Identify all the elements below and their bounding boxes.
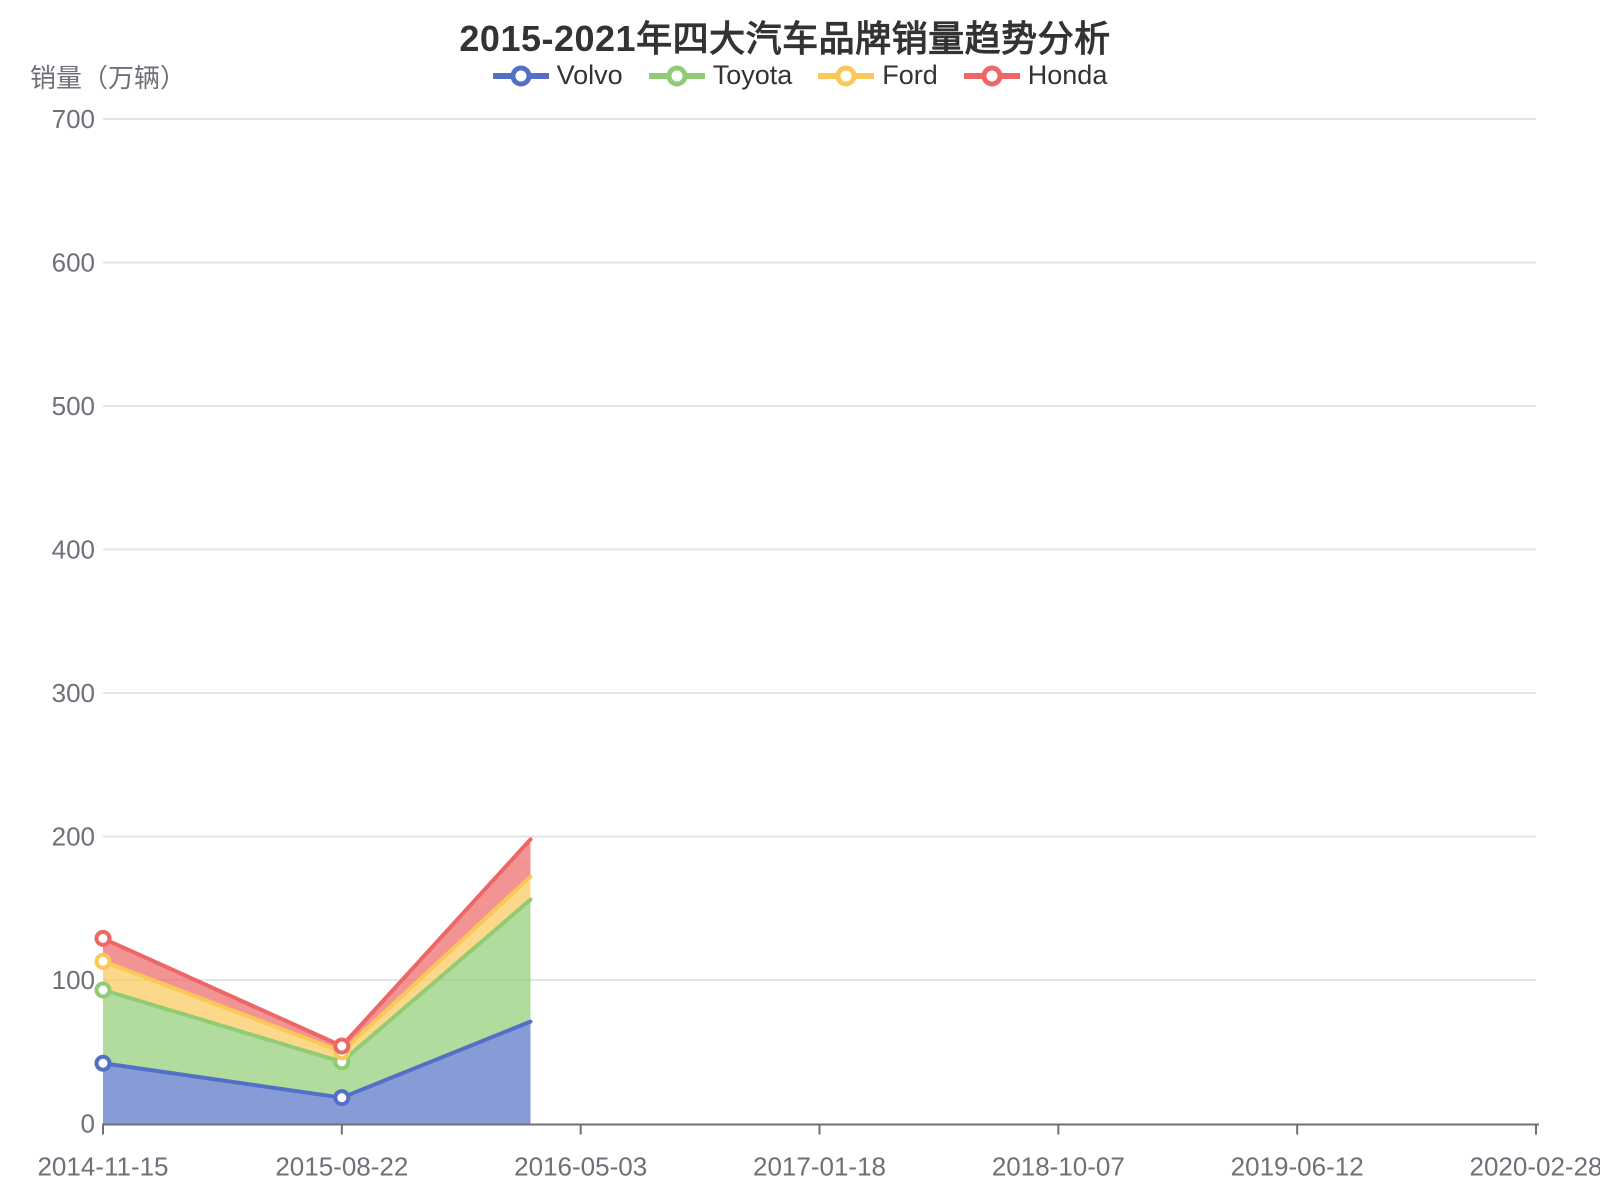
legend-item-ford[interactable]: Ford xyxy=(818,60,938,91)
x-tick-label-2017-01-18: 2017-01-18 xyxy=(753,1152,886,1182)
legend-label: Toyota xyxy=(712,60,793,90)
x-tick-label-2018-10-07: 2018-10-07 xyxy=(992,1152,1125,1182)
x-tick-label-2014-11-15: 2014-11-15 xyxy=(37,1152,168,1182)
legend-label: Ford xyxy=(882,60,938,90)
legend-line-circle-icon xyxy=(963,65,1020,86)
datapoint-volvo-2015-08-22[interactable] xyxy=(333,1089,351,1107)
legend: Volvo Toyota Ford Honda xyxy=(0,60,1600,91)
x-tick-label-2015-08-22: 2015-08-22 xyxy=(275,1152,408,1182)
area-volvo xyxy=(103,1021,531,1124)
y-tick-label-600: 600 xyxy=(52,248,95,278)
y-tick-label-100: 100 xyxy=(52,965,95,995)
area-ford xyxy=(103,876,531,1062)
y-tick-label-400: 400 xyxy=(52,535,95,565)
datapoint-honda-2014-11-15[interactable] xyxy=(94,929,112,947)
legend-line-circle-icon xyxy=(818,65,875,86)
legend-line-circle-icon xyxy=(492,65,549,86)
y-axis-name: 销量（万辆） xyxy=(30,63,187,93)
x-tick-label-2020-02-28: 2020-02-28 xyxy=(1470,1152,1600,1182)
y-tick-label-200: 200 xyxy=(52,822,95,852)
x-tick-label-2016-05-03: 2016-05-03 xyxy=(514,1152,647,1182)
legend-item-honda[interactable]: Honda xyxy=(963,60,1108,91)
y-tick-label-500: 500 xyxy=(52,391,95,421)
area-toyota xyxy=(103,899,531,1098)
area-honda xyxy=(103,839,531,1052)
datapoint-honda-2015-08-22[interactable] xyxy=(333,1037,351,1055)
y-tick-label-0: 0 xyxy=(81,1109,95,1139)
y-tick-label-300: 300 xyxy=(52,678,95,708)
legend-line-circle-icon xyxy=(648,65,705,86)
legend-label: Volvo xyxy=(556,60,623,90)
legend-label: Honda xyxy=(1027,60,1108,90)
datapoint-toyota-2014-11-15[interactable] xyxy=(94,981,112,999)
legend-item-volvo[interactable]: Volvo xyxy=(492,60,623,91)
datapoint-ford-2014-11-15[interactable] xyxy=(94,952,112,970)
legend-item-toyota[interactable]: Toyota xyxy=(648,60,793,91)
x-tick-label-2019-06-12: 2019-06-12 xyxy=(1231,1152,1364,1182)
chart-title: 2015-2021年四大汽车品牌销量趋势分析 xyxy=(459,18,1111,59)
datapoint-volvo-2014-11-15[interactable] xyxy=(94,1054,112,1072)
y-tick-label-700: 700 xyxy=(52,104,95,134)
